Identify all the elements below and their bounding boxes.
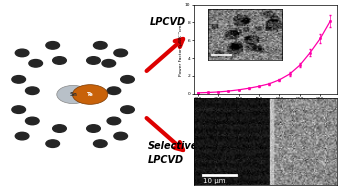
Circle shape	[53, 125, 66, 132]
Circle shape	[26, 117, 39, 125]
Circle shape	[57, 85, 89, 104]
Circle shape	[26, 87, 39, 94]
Circle shape	[102, 60, 116, 67]
Circle shape	[46, 42, 60, 49]
Circle shape	[29, 60, 42, 67]
X-axis label: Temperature (K): Temperature (K)	[245, 102, 285, 107]
Circle shape	[114, 132, 128, 140]
Circle shape	[107, 117, 121, 125]
Text: Te: Te	[87, 92, 94, 97]
Circle shape	[87, 125, 100, 132]
Circle shape	[15, 132, 29, 140]
Text: LPCVD: LPCVD	[150, 17, 186, 27]
Text: Selective: Selective	[148, 142, 198, 151]
Circle shape	[94, 140, 107, 147]
Text: Sn: Sn	[69, 92, 77, 97]
Circle shape	[114, 49, 128, 57]
Circle shape	[107, 87, 121, 94]
Circle shape	[72, 85, 108, 104]
Text: 10 μm: 10 μm	[203, 178, 226, 184]
Circle shape	[53, 57, 66, 64]
Circle shape	[121, 106, 134, 113]
Circle shape	[12, 76, 26, 83]
Circle shape	[12, 106, 26, 113]
Text: LPCVD: LPCVD	[148, 155, 184, 165]
Circle shape	[94, 42, 107, 49]
Circle shape	[15, 49, 29, 57]
Circle shape	[46, 140, 60, 147]
Circle shape	[87, 57, 100, 64]
Circle shape	[121, 76, 134, 83]
Y-axis label: Power Factor (μWK⁻²cm): Power Factor (μWK⁻²cm)	[180, 23, 184, 76]
